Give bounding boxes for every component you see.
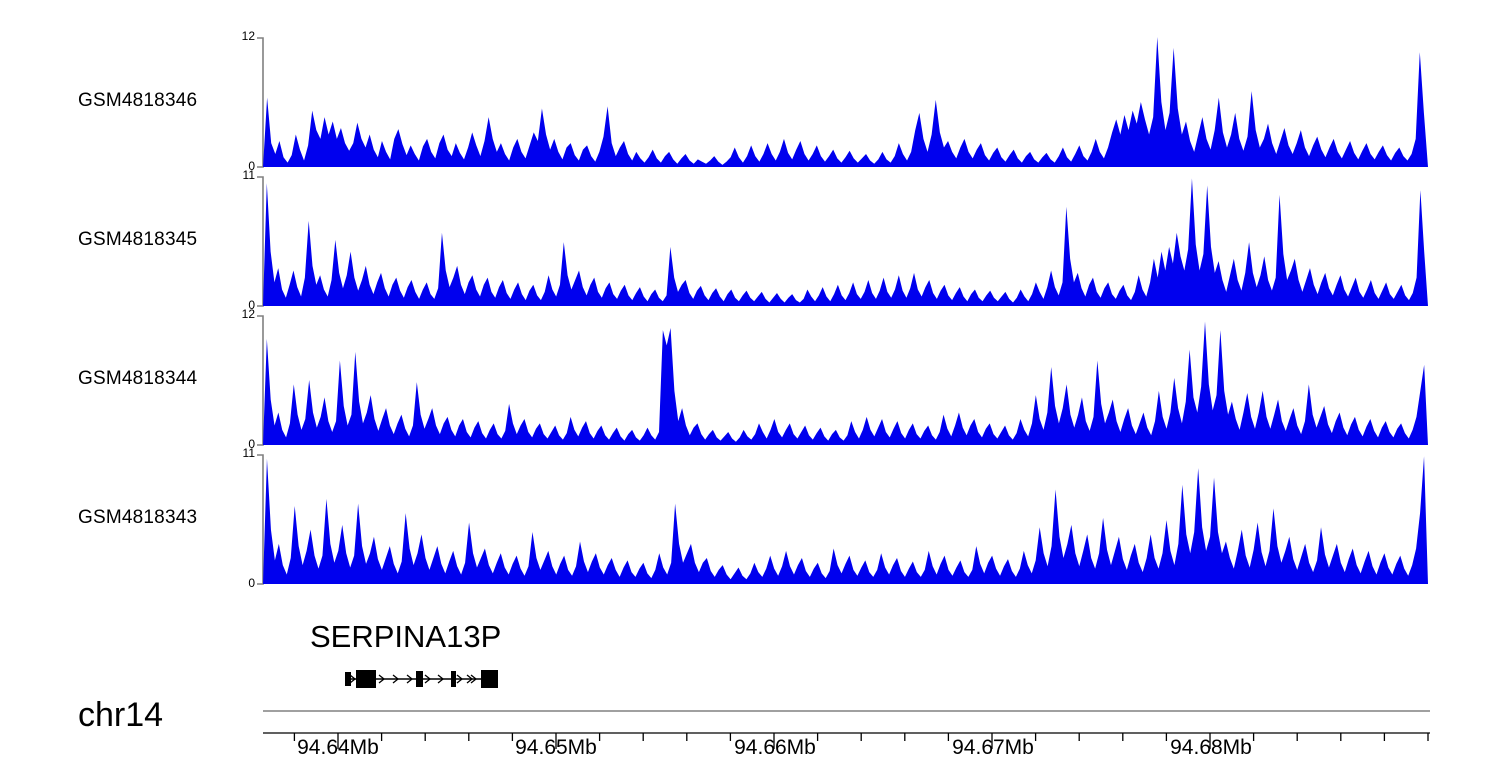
- y-axis-min-GSM4818343: 0: [248, 576, 255, 590]
- axis-ruler[interactable]: [0, 702, 1500, 752]
- y-axis-max-GSM4818343: 11: [242, 446, 255, 460]
- y-axis-max-GSM4818344: 12: [241, 307, 255, 321]
- axis-tick-label-4: 94.68Mb: [1170, 736, 1252, 759]
- axis-tick-label-2: 94.66Mb: [734, 736, 816, 759]
- track-label-GSM4818343: GSM4818343: [78, 507, 198, 528]
- gene-name-label: SERPINA13P: [310, 619, 502, 654]
- y-axis-min-GSM4818344: 0: [248, 437, 255, 451]
- coverage-plot-GSM4818343[interactable]: [257, 454, 1436, 586]
- gene-model-SERPINA13P[interactable]: [0, 660, 1500, 700]
- y-axis-max-GSM4818345: 11: [242, 168, 255, 182]
- coverage-plot-GSM4818344[interactable]: [257, 315, 1436, 447]
- y-axis-max-GSM4818346: 12: [241, 29, 255, 43]
- y-axis-min-GSM4818345: 0: [248, 298, 255, 312]
- track-label-GSM4818345: GSM4818345: [78, 229, 198, 250]
- coverage-plot-GSM4818345[interactable]: [257, 176, 1436, 308]
- axis-tick-label-1: 94.65Mb: [515, 736, 597, 759]
- track-label-GSM4818346: GSM4818346: [78, 90, 198, 111]
- coverage-plot-GSM4818346[interactable]: [257, 37, 1436, 169]
- chromosome-label: chr14: [78, 696, 164, 734]
- axis-tick-label-0: 94.64Mb: [297, 736, 379, 759]
- axis-tick-label-3: 94.67Mb: [952, 736, 1034, 759]
- y-axis-min-GSM4818346: 0: [248, 159, 255, 173]
- track-label-GSM4818344: GSM4818344: [78, 368, 198, 389]
